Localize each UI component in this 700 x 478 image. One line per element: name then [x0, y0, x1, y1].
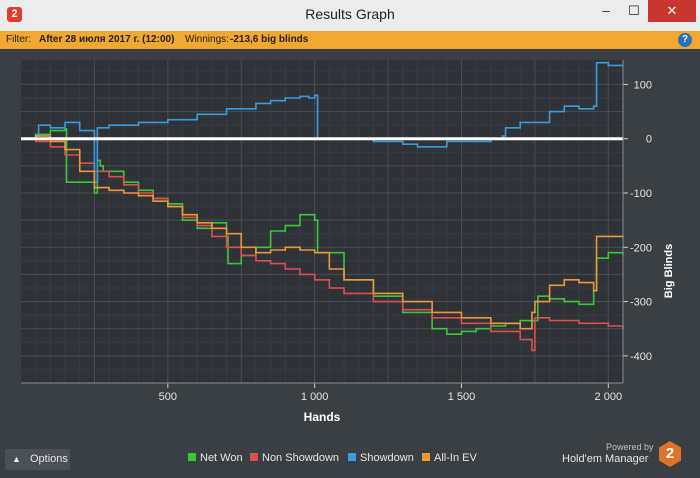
y-tick-label: -300 — [630, 297, 652, 309]
results-chart: 500 1 000 1 500 2 000 100 0 -100 -200 -300 -400 H… — [21, 60, 675, 424]
ticks: 500 1 000 1 500 2 000 100 0 -100 -200 -300 -400 — [21, 60, 652, 403]
powered-by-text: Powered by — [606, 442, 654, 452]
legend-label: Net Won — [200, 452, 243, 464]
filter-bar: Filter: After 28 июля 2017 г. (12:00) Wi… — [0, 31, 700, 49]
legend-non-showdown: Non Showdown — [250, 452, 339, 464]
y-tick-label: -400 — [630, 351, 652, 363]
options-button[interactable]: ▲ Options — [5, 449, 70, 470]
series-line-non-showdown — [21, 137, 624, 352]
maximize-button[interactable]: ☐ — [628, 3, 640, 18]
y-tick-label: -200 — [630, 242, 652, 254]
close-button[interactable]: ✕ — [648, 0, 696, 22]
series-line-net-won — [21, 128, 624, 335]
app-icon: 2 — [7, 7, 22, 22]
x-tick-label: 500 — [159, 391, 177, 403]
y-tick-label: 0 — [646, 134, 652, 146]
y-axis-label: Big Blinds — [663, 244, 675, 298]
filter-value: After 28 июля 2017 г. (12:00) — [39, 34, 175, 45]
filter-label: Filter: — [6, 34, 31, 45]
y-tick-label: -100 — [630, 188, 652, 200]
legend-showdown: Showdown — [348, 452, 414, 464]
series-line-showdown — [21, 61, 623, 183]
legend-swatch — [348, 453, 356, 461]
series-line-all-in-ev — [21, 135, 624, 330]
legend-all-in-ev: All-In EV — [422, 452, 477, 464]
chevron-up-icon: ▲ — [12, 454, 21, 464]
legend-swatch — [188, 453, 196, 461]
winnings-value: -213,6 big blinds — [230, 34, 309, 45]
minimize-button[interactable]: – — [602, 3, 610, 18]
brand-logo: 2 — [659, 441, 681, 467]
legend-label: Non Showdown — [262, 452, 340, 464]
plot-area — [21, 60, 623, 383]
brand-name: Hold'em Manager — [562, 453, 649, 465]
x-tick-label: 1 500 — [448, 391, 476, 403]
legend-swatch — [422, 453, 430, 461]
legend-label: Showdown — [360, 452, 414, 464]
legend-net-won: Net Won — [188, 452, 243, 464]
series-lines — [21, 61, 624, 352]
window-title: Results Graph — [305, 6, 395, 22]
title-bar: 2 Results Graph – ☐ ✕ — [0, 0, 700, 32]
winnings-label: Winnings: — [185, 34, 229, 45]
x-tick-label: 2 000 — [595, 391, 623, 403]
x-tick-label: 1 000 — [301, 391, 329, 403]
legend-swatch — [250, 453, 258, 461]
x-axis-label: Hands — [304, 410, 341, 424]
legend-label: All-In EV — [434, 452, 477, 464]
y-tick-label: 100 — [634, 79, 652, 91]
options-label: Options — [30, 453, 68, 465]
help-icon[interactable]: ? — [678, 33, 692, 47]
